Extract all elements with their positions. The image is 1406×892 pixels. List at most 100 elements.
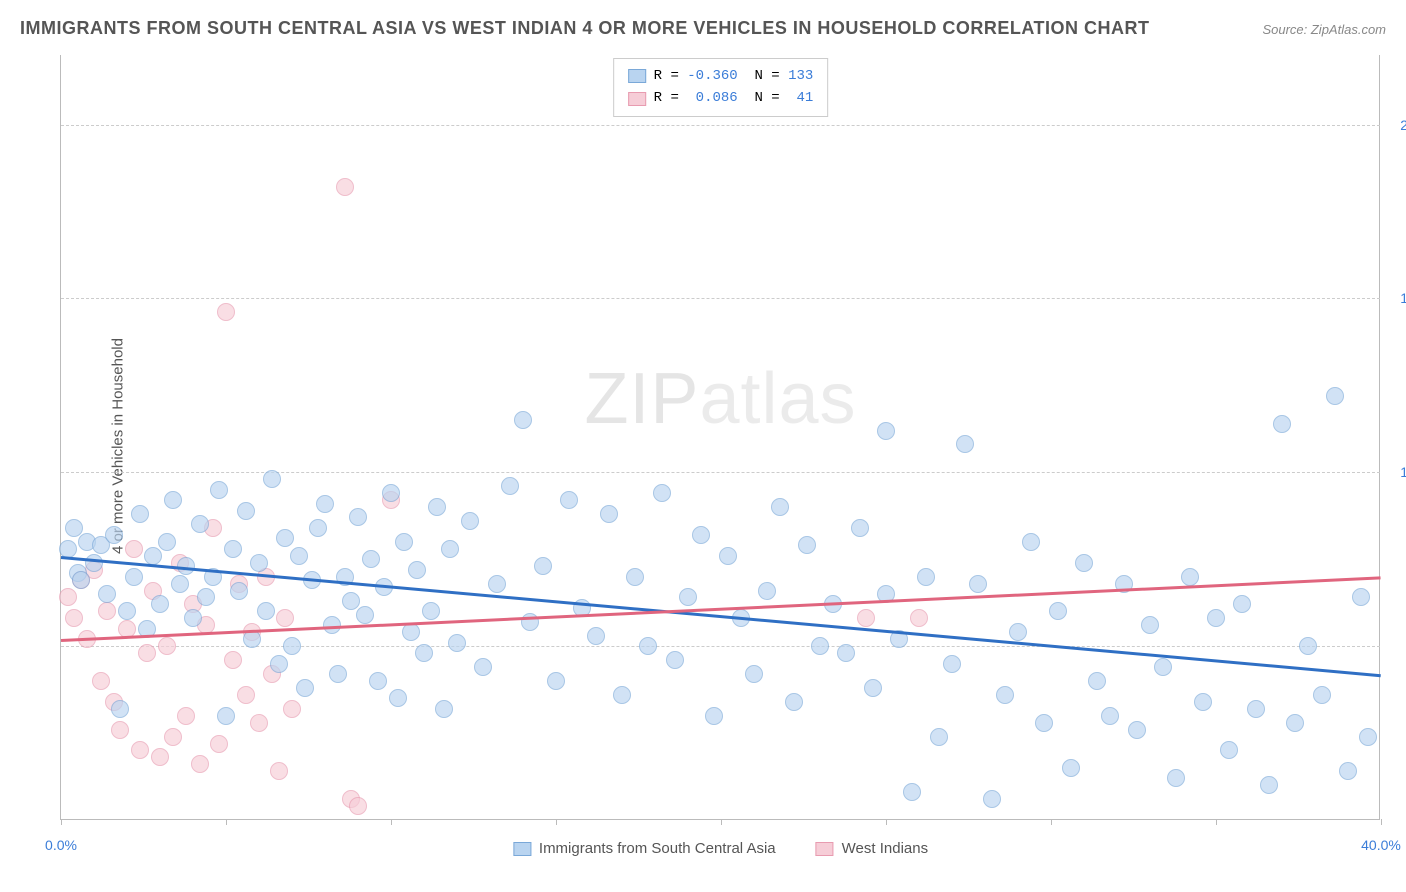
- scatter-point-pink: [857, 609, 875, 627]
- legend-swatch-blue: [628, 69, 646, 83]
- scatter-point-blue: [1181, 568, 1199, 586]
- scatter-point-pink: [98, 602, 116, 620]
- scatter-point-blue: [382, 484, 400, 502]
- scatter-point-blue: [395, 533, 413, 551]
- chart-title: IMMIGRANTS FROM SOUTH CENTRAL ASIA VS WE…: [20, 18, 1150, 39]
- scatter-point-blue: [851, 519, 869, 537]
- scatter-point-blue: [864, 679, 882, 697]
- scatter-point-blue: [745, 665, 763, 683]
- scatter-point-blue: [1088, 672, 1106, 690]
- scatter-point-blue: [1339, 762, 1357, 780]
- scatter-point-blue: [72, 571, 90, 589]
- scatter-point-blue: [692, 526, 710, 544]
- scatter-point-pink: [270, 762, 288, 780]
- scatter-point-blue: [758, 582, 776, 600]
- scatter-point-blue: [653, 484, 671, 502]
- scatter-point-pink: [151, 748, 169, 766]
- scatter-point-blue: [1247, 700, 1265, 718]
- x-tick: [1216, 819, 1217, 825]
- scatter-point-blue: [903, 783, 921, 801]
- scatter-point-blue: [474, 658, 492, 676]
- scatter-point-blue: [105, 526, 123, 544]
- scatter-point-blue: [131, 505, 149, 523]
- legend-row-pink: R = 0.086 N = 41: [628, 87, 814, 109]
- y-tick-label: 15.0%: [1385, 290, 1406, 306]
- scatter-point-pink: [336, 178, 354, 196]
- series-legend: Immigrants from South Central Asia West …: [513, 840, 928, 857]
- scatter-point-pink: [138, 644, 156, 662]
- scatter-point-blue: [719, 547, 737, 565]
- scatter-point-blue: [1207, 609, 1225, 627]
- scatter-point-pink: [125, 540, 143, 558]
- scatter-point-blue: [98, 585, 116, 603]
- scatter-point-blue: [309, 519, 327, 537]
- scatter-point-blue: [666, 651, 684, 669]
- scatter-point-blue: [600, 505, 618, 523]
- scatter-point-blue: [85, 554, 103, 572]
- scatter-point-pink: [910, 609, 928, 627]
- scatter-point-blue: [1286, 714, 1304, 732]
- scatter-point-blue: [501, 477, 519, 495]
- x-tick: [61, 819, 62, 825]
- y-tick-label: 5.0%: [1385, 638, 1406, 654]
- x-tick: [1381, 819, 1382, 825]
- legend-label: West Indians: [842, 840, 928, 857]
- scatter-point-blue: [224, 540, 242, 558]
- scatter-point-blue: [514, 411, 532, 429]
- scatter-point-blue: [369, 672, 387, 690]
- gridline: [61, 472, 1380, 473]
- scatter-point-blue: [969, 575, 987, 593]
- scatter-point-blue: [441, 540, 459, 558]
- scatter-point-blue: [956, 435, 974, 453]
- scatter-point-blue: [237, 502, 255, 520]
- scatter-point-blue: [1009, 623, 1027, 641]
- scatter-point-blue: [613, 686, 631, 704]
- scatter-point-blue: [1128, 721, 1146, 739]
- scatter-point-blue: [1359, 728, 1377, 746]
- scatter-point-blue: [316, 495, 334, 513]
- legend-swatch-icon: [513, 842, 531, 856]
- scatter-point-pink: [164, 728, 182, 746]
- scatter-plot-area: ZIPatlas R = -0.360 N = 133 R = 0.086 N …: [60, 55, 1380, 820]
- scatter-point-blue: [1022, 533, 1040, 551]
- scatter-point-blue: [996, 686, 1014, 704]
- scatter-point-blue: [164, 491, 182, 509]
- scatter-point-pink: [131, 741, 149, 759]
- scatter-point-blue: [1273, 415, 1291, 433]
- legend-swatch-pink: [628, 92, 646, 106]
- legend-item-pink: West Indians: [816, 840, 928, 857]
- plot-right-border: [1379, 55, 1380, 819]
- scatter-point-blue: [930, 728, 948, 746]
- scatter-point-blue: [461, 512, 479, 530]
- scatter-point-blue: [1154, 658, 1172, 676]
- scatter-point-pink: [217, 303, 235, 321]
- scatter-point-blue: [1062, 759, 1080, 777]
- scatter-point-blue: [184, 609, 202, 627]
- correlation-legend: R = -0.360 N = 133 R = 0.086 N = 41: [613, 58, 829, 117]
- scatter-point-blue: [1260, 776, 1278, 794]
- scatter-point-pink: [276, 609, 294, 627]
- scatter-point-blue: [217, 707, 235, 725]
- scatter-point-blue: [362, 550, 380, 568]
- x-tick: [391, 819, 392, 825]
- x-tick-label: 40.0%: [1361, 837, 1401, 853]
- scatter-point-pink: [349, 797, 367, 815]
- scatter-point-blue: [250, 554, 268, 572]
- scatter-point-blue: [943, 655, 961, 673]
- scatter-point-blue: [639, 637, 657, 655]
- scatter-point-blue: [771, 498, 789, 516]
- scatter-point-blue: [1326, 387, 1344, 405]
- scatter-point-blue: [560, 491, 578, 509]
- legend-swatch-icon: [816, 842, 834, 856]
- legend-label: Immigrants from South Central Asia: [539, 840, 776, 857]
- scatter-point-blue: [1167, 769, 1185, 787]
- x-tick-label: 0.0%: [45, 837, 77, 853]
- gridline: [61, 298, 1380, 299]
- scatter-point-pink: [59, 588, 77, 606]
- gridline: [61, 646, 1380, 647]
- scatter-point-blue: [785, 693, 803, 711]
- scatter-point-blue: [210, 481, 228, 499]
- scatter-point-blue: [1075, 554, 1093, 572]
- scatter-point-blue: [983, 790, 1001, 808]
- scatter-point-blue: [415, 644, 433, 662]
